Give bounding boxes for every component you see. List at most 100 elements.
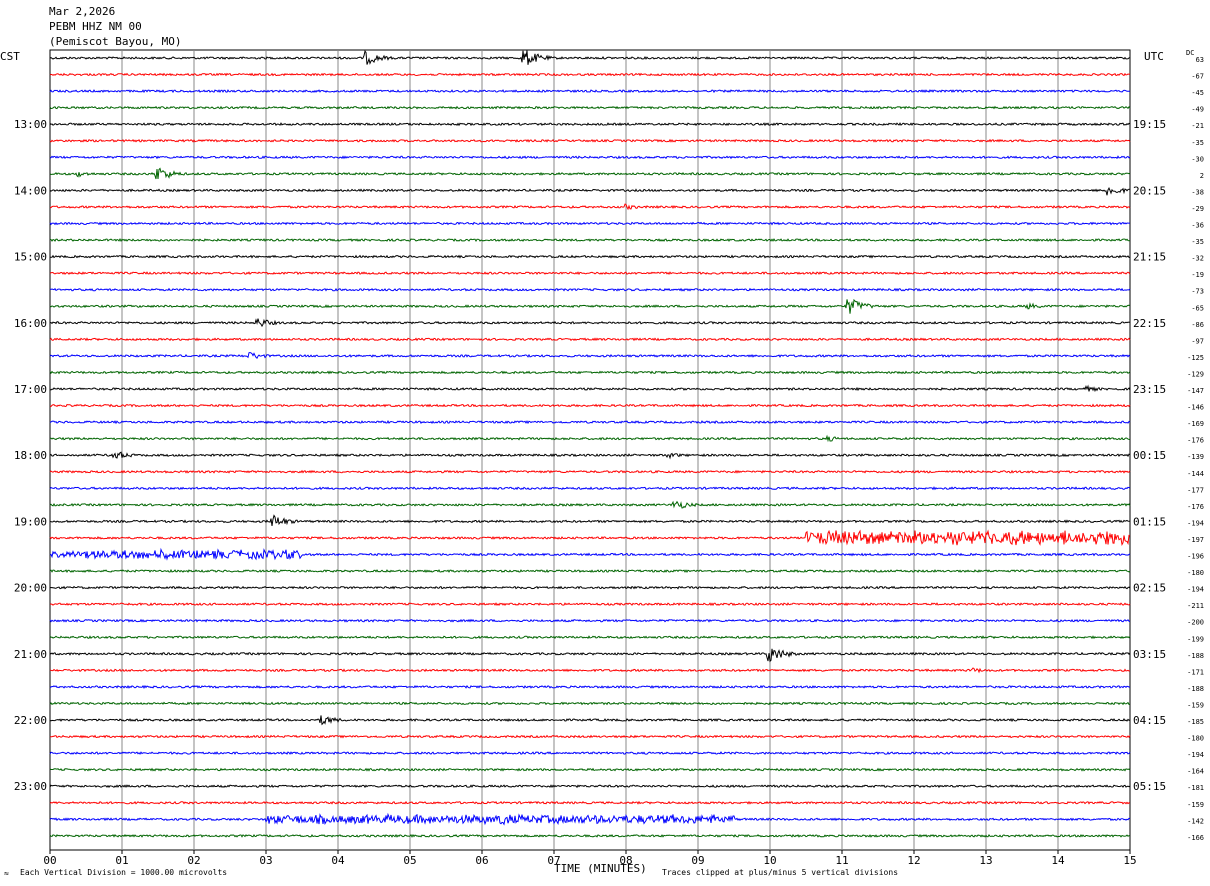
station-code: PEBM HHZ NM 00: [49, 20, 142, 33]
left-hour-label: 14:00: [14, 184, 47, 197]
x-tick-label: 11: [835, 854, 848, 867]
seismic-trace: [49, 298, 1131, 314]
x-tick-label: 02: [187, 854, 200, 867]
left-hour-label: 19:00: [14, 515, 47, 528]
seismic-trace: [49, 529, 1131, 546]
dc-offset-label: 2: [1200, 172, 1204, 180]
seismic-trace: [49, 784, 1131, 789]
vertical-scale-note: Each Vertical Division = 1000.00 microvo…: [20, 868, 228, 877]
right-hour-label: 03:15: [1133, 648, 1166, 661]
seismic-trace: [49, 420, 1131, 425]
seismic-trace: [49, 751, 1131, 755]
seismic-trace: [49, 812, 1131, 826]
seismic-trace: [49, 203, 1131, 211]
left-hour-label: 20:00: [14, 582, 47, 595]
seismic-trace: [49, 186, 1131, 196]
seismic-trace: [49, 635, 1131, 640]
right-hour-label: 01:15: [1133, 515, 1166, 528]
x-tick-label: 00: [43, 854, 56, 867]
seismic-trace: [49, 547, 1131, 561]
dc-offset-label: -199: [1187, 635, 1204, 643]
right-hour-label: 21:15: [1133, 251, 1166, 264]
dc-offset-label: -139: [1187, 453, 1204, 461]
dc-offset-label: -180: [1187, 569, 1204, 577]
dc-offset-label: -169: [1187, 420, 1204, 428]
seismic-trace: [49, 72, 1131, 77]
left-hour-label: 23:00: [14, 780, 47, 793]
seismic-trace: [49, 684, 1131, 690]
x-tick-label: 05: [403, 854, 416, 867]
seismic-trace: [49, 337, 1131, 342]
left-hour-label: 21:00: [14, 648, 47, 661]
seismic-trace: [50, 254, 1131, 259]
dc-offset-label: -171: [1187, 668, 1204, 676]
x-axis-label: TIME (MINUTES): [554, 862, 647, 875]
dc-offset-label: -125: [1187, 354, 1204, 362]
seismic-trace: [49, 138, 1131, 143]
seismic-trace: [49, 767, 1131, 772]
dc-offset-label: -146: [1187, 404, 1204, 412]
seismic-trace: [49, 351, 1131, 360]
dc-offset-label: -194: [1187, 519, 1204, 527]
seismic-trace: [49, 734, 1131, 739]
plot-date: Mar 2,2026: [49, 5, 116, 18]
right-hour-label: 22:15: [1133, 317, 1166, 330]
seismic-trace: [49, 715, 1131, 726]
dc-offset-label: -36: [1191, 222, 1204, 230]
dc-offset-label: -32: [1191, 255, 1204, 263]
dc-offset-label: -45: [1191, 89, 1204, 97]
left-hour-label: 16:00: [14, 317, 47, 330]
dc-offset-label: -67: [1191, 73, 1204, 81]
dc-offset-label: -176: [1187, 437, 1204, 445]
left-hour-label: 15:00: [14, 251, 47, 264]
seismic-trace: [49, 122, 1131, 127]
left-hour-label: 13:00: [14, 118, 47, 131]
dc-offset-label: -196: [1187, 553, 1204, 561]
seismic-trace: [49, 89, 1130, 94]
seismic-trace: [49, 701, 1131, 706]
seismic-trace: [49, 155, 1131, 160]
x-tick-label: 14: [1051, 854, 1065, 867]
seismic-trace: [49, 287, 1131, 292]
right-hour-label: 20:15: [1133, 184, 1166, 197]
seismic-trace: [49, 451, 1131, 460]
seismic-trace: [49, 49, 1131, 65]
right-hour-label: 02:15: [1133, 582, 1166, 595]
x-tick-label: 04: [331, 854, 345, 867]
dc-offset-label: -97: [1191, 337, 1204, 345]
left-timezone-label: CST: [0, 50, 20, 63]
dc-offset-label: -159: [1187, 701, 1204, 709]
right-timezone-label: UTC: [1144, 50, 1164, 63]
right-hour-label: 00:15: [1133, 449, 1166, 462]
clip-note: Traces clipped at plus/minus 5 vertical …: [662, 868, 899, 877]
seismic-trace: [49, 105, 1131, 110]
seismic-trace: [49, 569, 1131, 574]
seismic-trace: [49, 271, 1131, 276]
dc-offset-label: -164: [1187, 768, 1204, 776]
dc-offset-label: -30: [1191, 155, 1204, 163]
seismic-trace: [49, 667, 1131, 674]
left-hour-label: 18:00: [14, 449, 47, 462]
seismic-trace: [49, 833, 1131, 838]
x-tick-label: 13: [979, 854, 992, 867]
dc-offset-label: -181: [1187, 784, 1204, 792]
corner-mark: ≈: [4, 869, 9, 878]
x-tick-label: 01: [115, 854, 128, 867]
dc-offset-label: -159: [1187, 801, 1204, 809]
dc-offset-label: -129: [1187, 370, 1204, 378]
dc-offset-label: -38: [1191, 188, 1204, 196]
dc-offset-label: -194: [1187, 751, 1204, 759]
seismic-trace: [49, 238, 1131, 243]
seismic-trace: [49, 167, 1131, 180]
plot-frame: [49, 49, 1131, 851]
dc-offset-label: -188: [1187, 685, 1204, 693]
x-tick-label: 12: [907, 854, 920, 867]
x-tick-label: 15: [1123, 854, 1136, 867]
dc-offset-label: -177: [1187, 486, 1204, 494]
seismic-trace: [49, 602, 1131, 607]
right-hour-label: 23:15: [1133, 383, 1166, 396]
station-location: (Pemiscot Bayou, MO): [49, 35, 182, 48]
dc-offset-header: DC: [1186, 49, 1195, 57]
dc-offset-label: -194: [1187, 586, 1204, 594]
